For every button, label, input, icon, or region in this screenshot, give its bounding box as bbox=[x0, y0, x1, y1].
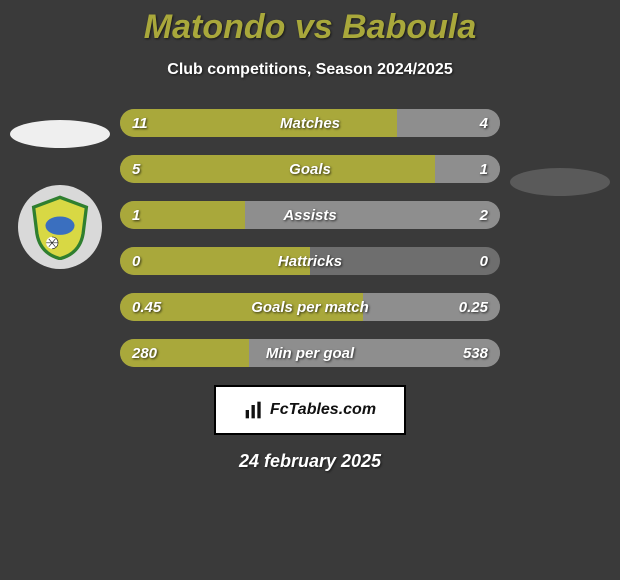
stat-label: Min per goal bbox=[120, 339, 500, 367]
stat-row: 5 1 Goals bbox=[120, 155, 500, 183]
chart-icon bbox=[244, 400, 264, 420]
stat-row: 1 2 Assists bbox=[120, 201, 500, 229]
stat-label: Hattricks bbox=[120, 247, 500, 275]
page-title: Matondo vs Baboula bbox=[0, 0, 620, 47]
fctables-label: FcTables.com bbox=[270, 401, 376, 419]
stats-bars: 11 4 Matches 5 1 Goals 1 2 Assists 0 0 H… bbox=[0, 109, 620, 367]
stat-label: Matches bbox=[120, 109, 500, 137]
stat-label: Assists bbox=[120, 201, 500, 229]
comparison-infographic: Matondo vs Baboula Club competitions, Se… bbox=[0, 0, 620, 580]
subtitle: Club competitions, Season 2024/2025 bbox=[0, 61, 620, 79]
stat-row: 0 0 Hattricks bbox=[120, 247, 500, 275]
date-label: 24 february 2025 bbox=[0, 451, 620, 472]
stat-row: 0.45 0.25 Goals per match bbox=[120, 293, 500, 321]
fctables-badge: FcTables.com bbox=[214, 385, 406, 435]
stat-row: 280 538 Min per goal bbox=[120, 339, 500, 367]
stat-label: Goals bbox=[120, 155, 500, 183]
stat-row: 11 4 Matches bbox=[120, 109, 500, 137]
stat-label: Goals per match bbox=[120, 293, 500, 321]
